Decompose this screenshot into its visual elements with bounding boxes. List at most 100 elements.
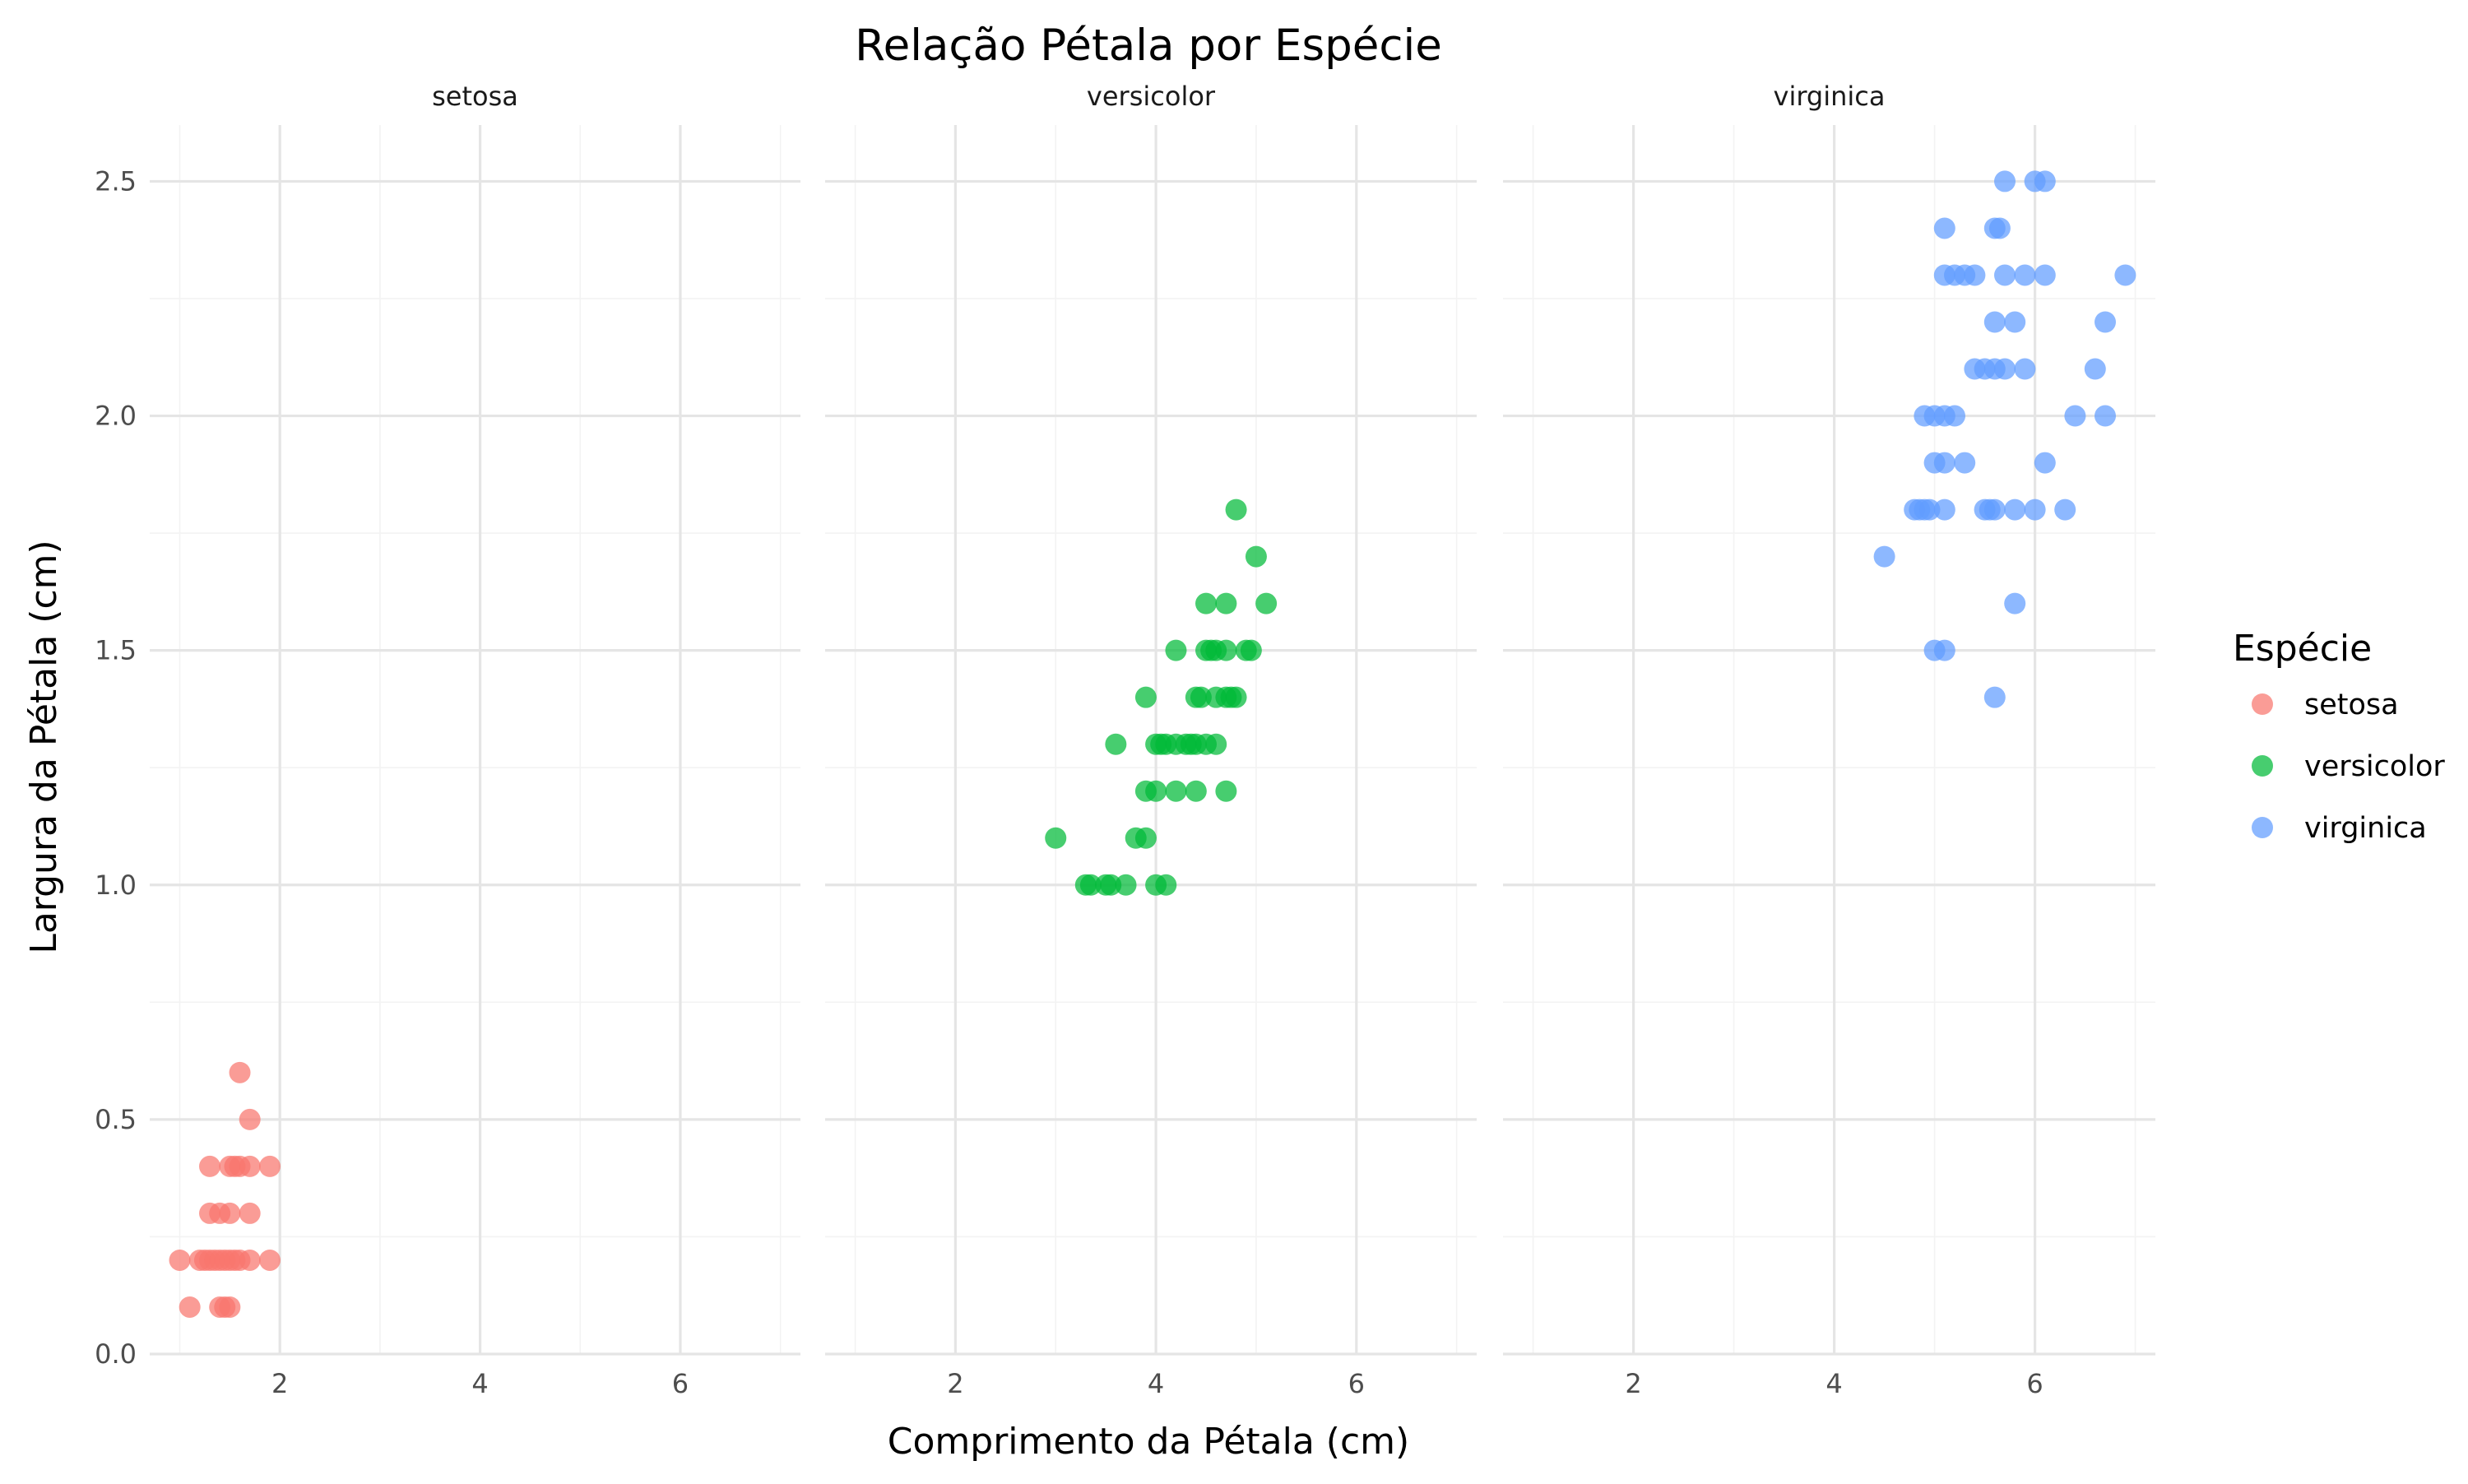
data-point-setosa — [179, 1296, 201, 1318]
data-point-virginica — [1873, 545, 1895, 568]
data-point-setosa — [199, 1155, 221, 1177]
data-point-setosa — [229, 1061, 251, 1083]
data-point-setosa — [219, 1296, 241, 1318]
y-axis-title: Largura da Pétala (cm) — [23, 540, 65, 953]
y-tick-label: 1.5 — [95, 635, 137, 666]
x-axis-title: Comprimento da Pétala (cm) — [888, 1421, 1409, 1463]
data-point-versicolor — [1195, 592, 1218, 614]
legend-label-setosa: setosa — [2304, 689, 2399, 721]
x-tick-label: 2 — [271, 1368, 288, 1399]
data-point-virginica — [1918, 499, 1941, 521]
data-point-setosa — [239, 1108, 261, 1130]
panel-setosa: setosa 2 4 6 0.0 0.5 1.0 1.5 2.0 2.5 — [95, 81, 800, 1399]
data-point-versicolor — [1165, 639, 1187, 661]
data-point-virginica — [2034, 452, 2056, 474]
legend-key-virginica — [2252, 817, 2273, 838]
data-point-setosa — [259, 1249, 281, 1271]
data-point-versicolor — [1215, 592, 1237, 614]
x-tick-label: 6 — [1348, 1368, 1365, 1399]
data-point-versicolor — [1105, 733, 1127, 755]
data-point-virginica — [2084, 358, 2106, 380]
data-point-versicolor — [1215, 639, 1237, 661]
strip-label: setosa — [432, 81, 518, 112]
data-point-versicolor — [1155, 874, 1177, 896]
x-tick-label: 4 — [1148, 1368, 1164, 1399]
data-point-setosa — [219, 1202, 241, 1224]
data-point-virginica — [1954, 452, 1976, 474]
data-point-virginica — [1964, 264, 1986, 286]
legend-key-setosa — [2252, 693, 2273, 715]
data-point-virginica — [1994, 358, 2016, 380]
x-tick-label: 4 — [1825, 1368, 1842, 1399]
data-point-virginica — [1983, 686, 2006, 708]
legend-label-virginica: virginica — [2304, 812, 2427, 845]
data-point-versicolor — [1255, 592, 1278, 614]
data-point-virginica — [1994, 170, 2016, 192]
panel-versicolor: versicolor 2 4 6 — [825, 81, 1477, 1399]
data-point-virginica — [2034, 170, 2056, 192]
data-point-versicolor — [1205, 733, 1227, 755]
data-point-virginica — [2054, 499, 2076, 521]
x-tick-label: 6 — [672, 1368, 689, 1399]
facet-panels: setosa 2 4 6 0.0 0.5 1.0 1.5 2.0 2.5 versicolor 2 4 6… — [95, 81, 2155, 1399]
data-point-virginica — [1933, 217, 1955, 239]
data-point-versicolor — [1245, 545, 1267, 568]
x-tick-label: 2 — [947, 1368, 963, 1399]
y-tick-label: 1.0 — [95, 870, 137, 901]
data-point-versicolor — [1215, 780, 1237, 802]
data-point-setosa — [259, 1155, 281, 1177]
data-point-versicolor — [1225, 499, 1247, 521]
data-point-versicolor — [1185, 780, 1207, 802]
data-point-virginica — [2024, 499, 2046, 521]
data-point-virginica — [2004, 311, 2026, 333]
legend-title: Espécie — [2233, 628, 2372, 670]
data-point-setosa — [239, 1202, 261, 1224]
y-tick-label: 2.0 — [95, 401, 137, 432]
data-point-versicolor — [1190, 686, 1212, 708]
data-point-virginica — [2114, 264, 2136, 286]
data-point-virginica — [1983, 499, 2006, 521]
data-point-versicolor — [1240, 639, 1262, 661]
data-point-virginica — [1933, 452, 1955, 474]
data-point-setosa — [239, 1249, 261, 1271]
data-point-virginica — [1933, 499, 1955, 521]
legend-key-versicolor — [2252, 755, 2273, 777]
data-point-virginica — [1983, 311, 2006, 333]
data-point-virginica — [2004, 592, 2026, 614]
data-point-virginica — [1944, 405, 1965, 427]
data-point-virginica — [2034, 264, 2056, 286]
data-point-versicolor — [1134, 827, 1157, 849]
chart-title: Relação Pétala por Espécie — [855, 21, 1442, 71]
data-point-virginica — [1988, 217, 2011, 239]
y-tick-label: 0.0 — [95, 1338, 137, 1370]
data-point-versicolor — [1165, 780, 1187, 802]
x-tick-label: 6 — [2026, 1368, 2043, 1399]
data-point-virginica — [2064, 405, 2086, 427]
data-point-virginica — [2095, 405, 2116, 427]
data-point-setosa — [169, 1249, 191, 1271]
data-point-versicolor — [1100, 874, 1122, 896]
data-point-setosa — [239, 1155, 261, 1177]
data-point-virginica — [2095, 311, 2116, 333]
panel-virginica: virginica 2 4 6 — [1503, 81, 2155, 1399]
strip-label: virginica — [1774, 81, 1886, 112]
y-tick-label: 2.5 — [95, 165, 137, 197]
data-point-virginica — [2014, 358, 2036, 380]
data-point-virginica — [2014, 264, 2036, 286]
x-tick-label: 4 — [471, 1368, 488, 1399]
data-point-versicolor — [1134, 686, 1157, 708]
data-point-versicolor — [1145, 780, 1167, 802]
data-point-versicolor — [1045, 827, 1067, 849]
legend: Espécie setosa versicolor virginica — [2233, 628, 2445, 845]
legend-label-versicolor: versicolor — [2304, 750, 2445, 783]
data-point-versicolor — [1115, 874, 1137, 896]
data-point-virginica — [2004, 499, 2026, 521]
y-tick-label: 0.5 — [95, 1104, 137, 1135]
data-point-virginica — [1933, 639, 1955, 661]
data-point-versicolor — [1225, 686, 1247, 708]
data-point-versicolor — [1079, 874, 1102, 896]
x-tick-label: 2 — [1625, 1368, 1641, 1399]
strip-label: versicolor — [1087, 81, 1216, 112]
